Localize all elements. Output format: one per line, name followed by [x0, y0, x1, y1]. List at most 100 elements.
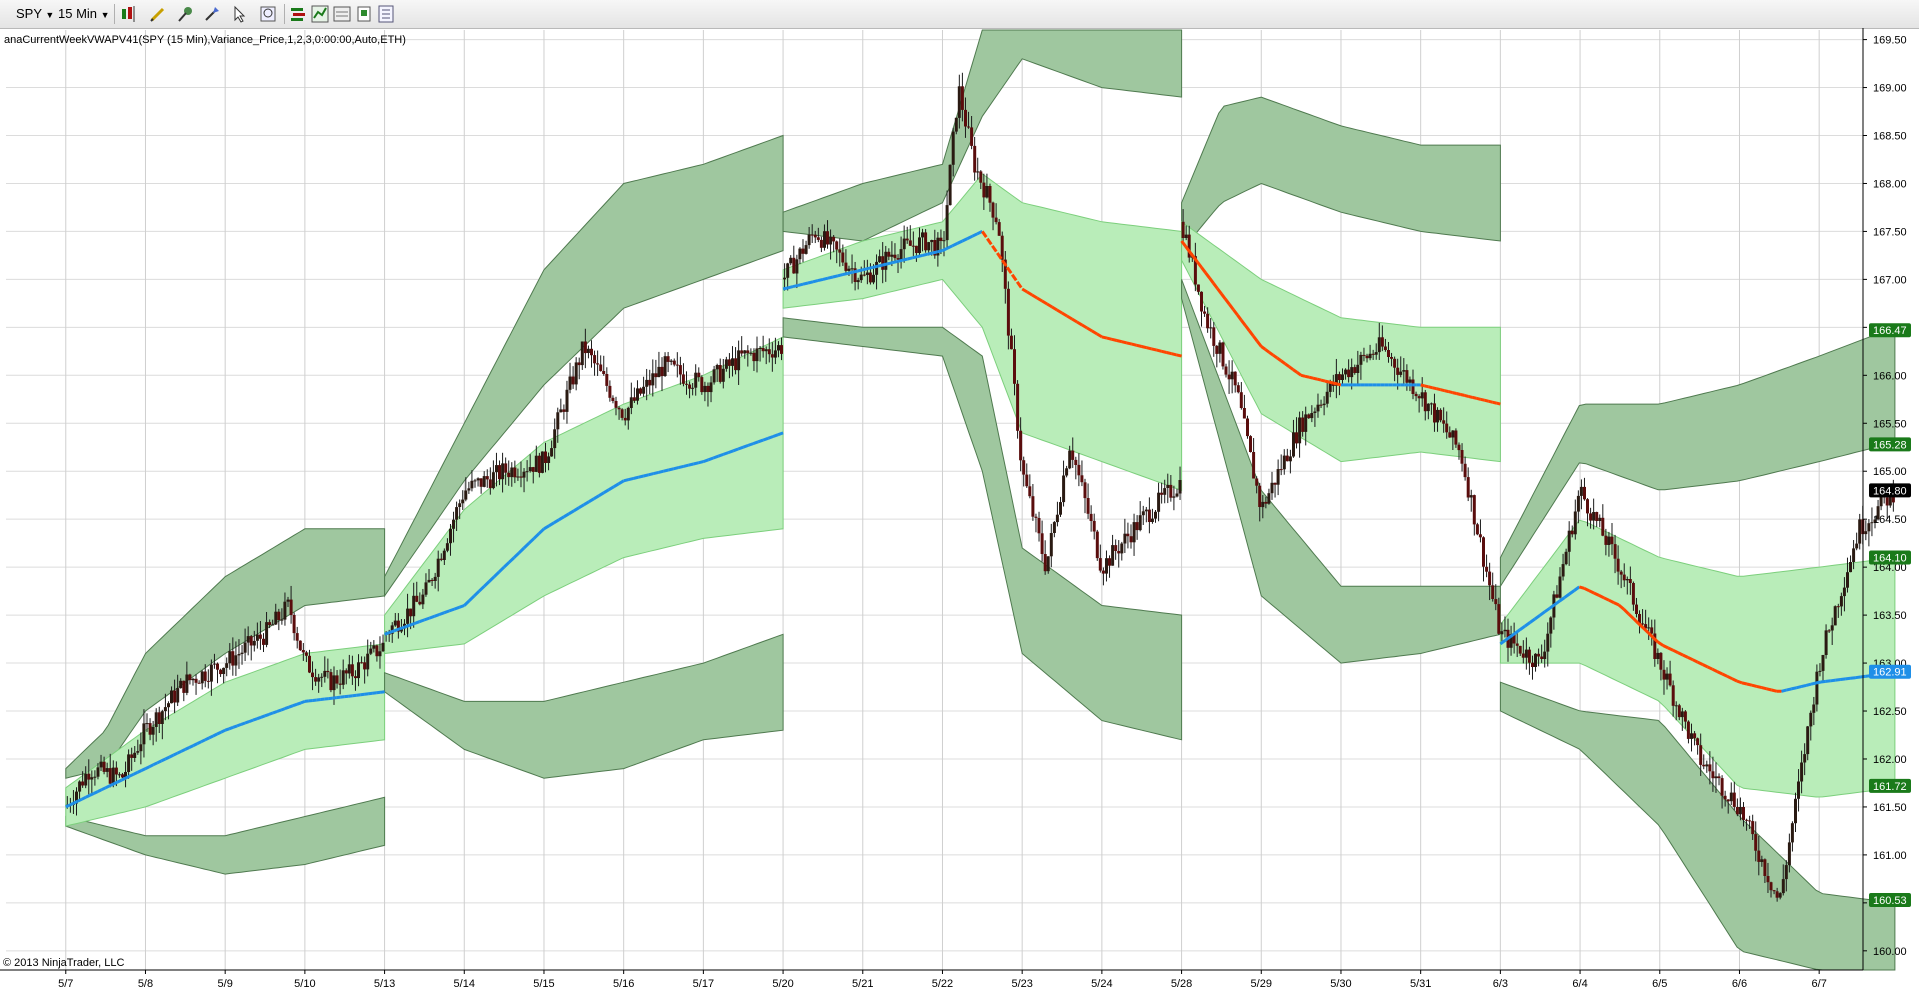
- candle-up: [1157, 492, 1161, 512]
- candle-down: [1092, 520, 1096, 532]
- candle-up: [1298, 417, 1302, 444]
- draw-tool-button[interactable]: [148, 4, 168, 24]
- candle-up: [1359, 354, 1363, 365]
- candle-down: [1003, 259, 1007, 289]
- candle-down: [396, 620, 400, 632]
- candle-down: [1491, 585, 1495, 599]
- candle-down: [838, 249, 842, 253]
- candle-up: [1270, 482, 1274, 494]
- candle-down: [1601, 517, 1605, 536]
- pin-button[interactable]: [176, 4, 196, 24]
- bar-style-button[interactable]: [119, 4, 139, 24]
- vwap-line-segment: [986, 237, 994, 247]
- price-marker-label: 166.47: [1873, 325, 1907, 337]
- vwap-line-segment: [663, 468, 669, 473]
- candle-up: [1842, 587, 1846, 597]
- candle-down: [596, 363, 600, 365]
- vwap-line-segment: [518, 546, 526, 554]
- candle-up: [1399, 371, 1403, 375]
- candle-up: [225, 663, 229, 668]
- vwap-line-segment: [200, 738, 206, 744]
- x-tick-label: 5/21: [852, 978, 873, 990]
- vwap-line-segment: [1200, 266, 1207, 274]
- candle-up: [255, 634, 259, 641]
- candle-up: [1738, 807, 1742, 815]
- candle-up: [1292, 432, 1295, 457]
- vwap-line-segment: [1276, 356, 1283, 363]
- vwap-line-segment: [1141, 345, 1148, 350]
- vwap-line-segment: [1204, 271, 1211, 279]
- vwap-line-segment: [842, 271, 849, 277]
- vwap-line-segment: [757, 438, 764, 444]
- vwap-line-segment: [976, 230, 983, 236]
- candle-up: [1144, 509, 1148, 512]
- indicators-button[interactable]: [310, 4, 330, 24]
- price-marker-label: 164.10: [1873, 553, 1907, 565]
- pointer-button[interactable]: [230, 4, 250, 24]
- vwap-line-segment: [81, 795, 87, 801]
- candle-down: [740, 350, 744, 354]
- price-chart[interactable]: 169.50 169.00 168.50 168.00 167.50 167.00 166.…: [0, 28, 1919, 999]
- vwap-line-segment: [128, 772, 135, 778]
- vwap-line-segment: [787, 285, 794, 290]
- candle-down: [1482, 537, 1485, 567]
- vwap-line-segment: [712, 454, 719, 460]
- candle-down: [1043, 554, 1047, 572]
- zoom-button[interactable]: [202, 4, 222, 24]
- vwap-line-segment: [220, 728, 226, 734]
- vwap-lines: [65, 230, 1896, 809]
- candle-down: [311, 672, 314, 678]
- candle-up: [1123, 533, 1127, 544]
- y-tick-label: 169.50: [1873, 35, 1907, 47]
- vwap-line-segment: [971, 232, 978, 238]
- candle-down: [507, 472, 511, 478]
- vwap-line-segment: [653, 470, 659, 476]
- data-box-button[interactable]: [354, 4, 374, 24]
- candle-up: [1800, 762, 1804, 782]
- price-marker-label: 162.91: [1873, 667, 1907, 679]
- data-series-button[interactable]: [288, 4, 308, 24]
- candle-up: [540, 451, 544, 473]
- candle-up: [111, 767, 115, 784]
- candle-up: [209, 664, 213, 682]
- candle-down: [1417, 396, 1421, 399]
- vwap-line-segment: [717, 452, 724, 458]
- candle-down: [1117, 551, 1121, 554]
- candle-up: [234, 655, 238, 666]
- candle-down: [654, 373, 658, 378]
- candle-down: [1025, 474, 1029, 487]
- candle-down: [488, 479, 492, 489]
- interval-selector[interactable]: 15 Min ▼: [58, 4, 110, 24]
- candle-up: [789, 257, 793, 264]
- y-tick-label: 166.00: [1873, 370, 1907, 382]
- x-tick-label: 5/22: [932, 978, 953, 990]
- vwap-line-segment: [1682, 653, 1689, 659]
- vwap-line-segment: [136, 769, 143, 774]
- strategies-button[interactable]: [332, 4, 352, 24]
- candle-down: [1683, 711, 1687, 722]
- candle-down: [1246, 418, 1249, 437]
- vwap-line-segment: [917, 253, 923, 259]
- indicators-icon: [311, 5, 329, 23]
- candle-up: [580, 341, 584, 366]
- candle-up: [433, 576, 437, 581]
- candle-down: [648, 379, 652, 386]
- candle-up: [1175, 493, 1179, 497]
- vwap-line-segment: [100, 786, 107, 792]
- magnifier-button[interactable]: [258, 4, 278, 24]
- vwap-line-segment: [1188, 250, 1195, 258]
- candle-down: [1696, 738, 1700, 746]
- candle-down: [301, 650, 305, 653]
- candle-up: [1426, 403, 1430, 412]
- outer-lower-band: [65, 796, 386, 875]
- candle-up: [286, 599, 290, 602]
- candle-down: [344, 670, 348, 674]
- candle-down: [360, 662, 364, 664]
- candle-down: [326, 670, 330, 673]
- vwap-line-segment: [1300, 373, 1306, 378]
- instrument-selector[interactable]: SPY ▼: [16, 4, 54, 24]
- candle-down: [887, 251, 891, 257]
- vwap-line-segment: [204, 736, 210, 742]
- candle-down: [1101, 570, 1105, 574]
- properties-button[interactable]: [376, 4, 396, 24]
